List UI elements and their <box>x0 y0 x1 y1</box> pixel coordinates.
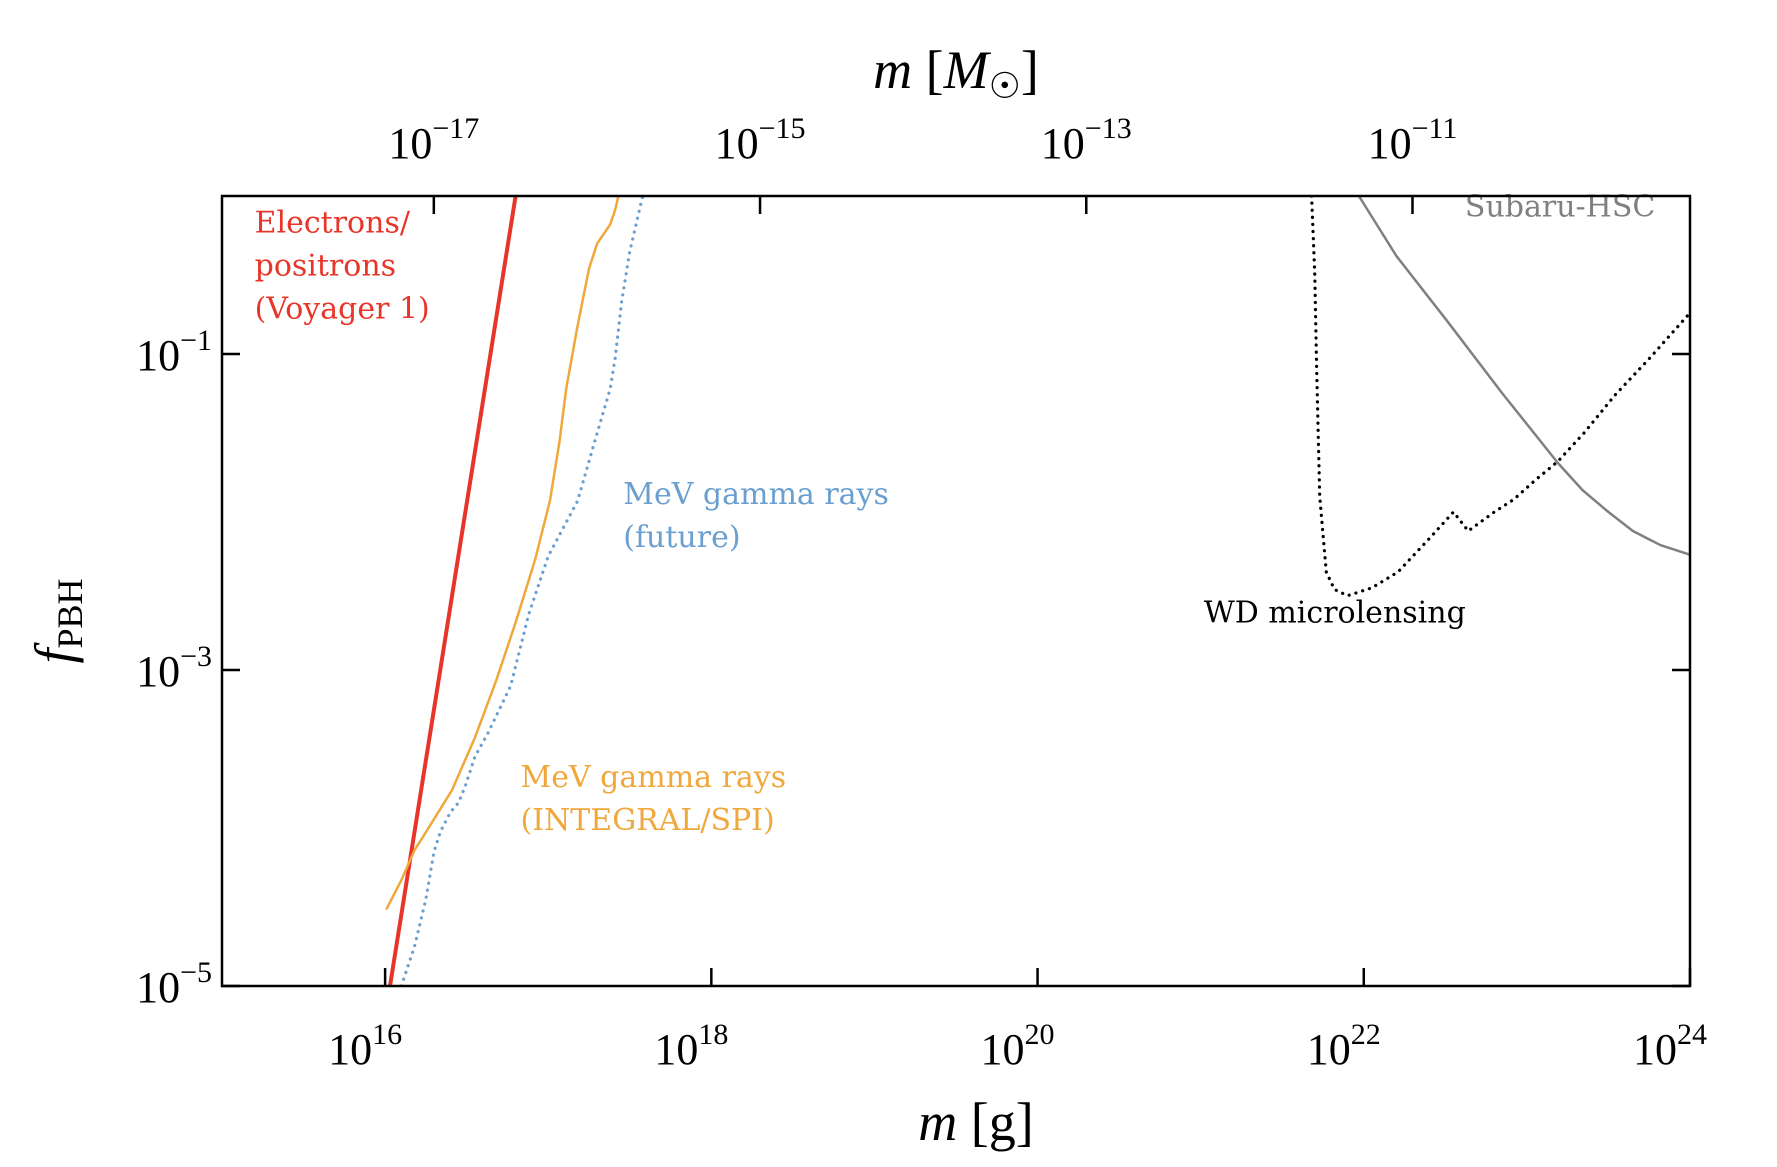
series-layer <box>385 196 1690 986</box>
x-tick-label: 1020 <box>981 1018 1055 1074</box>
series-line-subaru-hsc <box>1357 196 1690 556</box>
series-line-mev-gamma-rays-integral-spi <box>385 196 620 910</box>
annotation-line: Electrons/ <box>255 205 411 240</box>
annotation-line: MeV gamma rays <box>520 760 786 795</box>
series-line-electrons-positrons-voyager-1 <box>388 196 518 986</box>
x-top-axis-label: m [M☉] <box>873 40 1039 106</box>
annotation-layer: Electrons/positrons (Voyager 1) MeV gamma … <box>255 190 1656 838</box>
x-top-axis-label-M: M <box>943 40 992 100</box>
annotation-line: MeV gamma rays <box>623 477 889 512</box>
plot-frame <box>220 194 1692 988</box>
annotation-line: (future) <box>623 520 740 555</box>
x-top-axis-label-sun: ☉ <box>989 66 1021 106</box>
annotation-line: positrons <box>255 248 396 283</box>
x-tick-label: 1022 <box>1307 1018 1381 1074</box>
y-axis-label-sub: PBH <box>50 578 90 648</box>
x-top-tick-label: 10−17 <box>388 112 479 168</box>
x-tick-label: 1016 <box>328 1018 402 1074</box>
x-top-tick-label: 10−15 <box>715 112 806 168</box>
y-tick-label: 10−3 <box>136 640 212 696</box>
x-tick-label: 1018 <box>654 1018 728 1074</box>
annotation-mev-gamma-rays: MeV gamma rays (future) <box>623 477 889 555</box>
x-axis-label: m [g] <box>918 1092 1033 1152</box>
x-top-tick-label: 10−11 <box>1368 112 1458 168</box>
y-tick-label: 10−1 <box>136 324 212 380</box>
annotation-line: (INTEGRAL/SPI) <box>520 803 774 838</box>
annotation-wd-microlensing: WD microlensing <box>1204 596 1466 631</box>
x-axis-label-var: m <box>918 1092 957 1152</box>
x-tick-label: 1024 <box>1633 1018 1707 1074</box>
annotation-mev-gamma-rays: MeV gamma rays (INTEGRAL/SPI) <box>520 760 786 838</box>
annotation-line: (Voyager 1) <box>255 291 430 326</box>
x-top-tick-label: 10−13 <box>1041 112 1132 168</box>
y-tick-label: 10−5 <box>136 956 212 1012</box>
series-line-mev-gamma-rays-future <box>399 196 645 986</box>
series-line-wd-microlensing <box>1310 196 1690 598</box>
x-top-axis-label-var: m <box>873 40 912 100</box>
y-axis-label: fPBH <box>24 578 90 663</box>
x-axis-label-unit: [g] <box>957 1092 1033 1152</box>
x-top-axis-label-close: ] <box>1021 40 1039 100</box>
annotation-line: WD microlensing <box>1204 596 1466 631</box>
annotation-electrons: Electrons/positrons (Voyager 1) <box>255 205 430 326</box>
x-top-axis-label-open: [ <box>912 40 943 100</box>
